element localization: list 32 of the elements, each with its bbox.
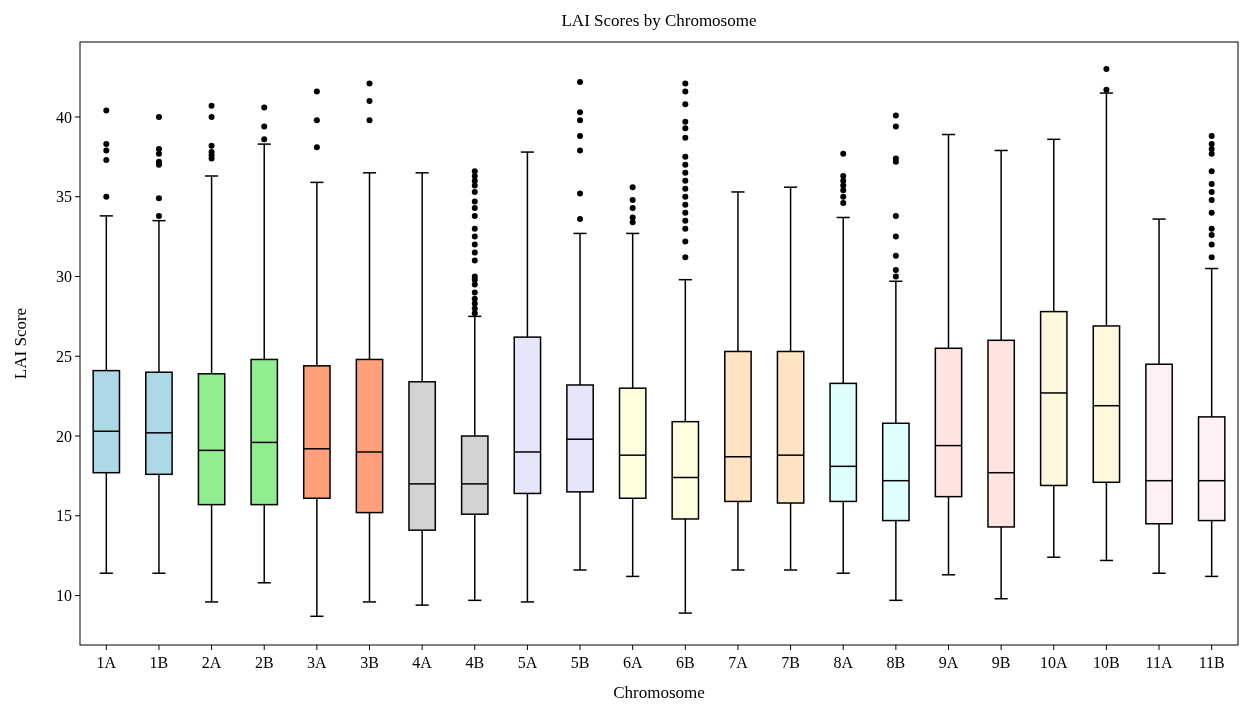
y-tick-label: 25	[56, 347, 72, 365]
x-tick-label: 2A	[201, 654, 222, 671]
x-tick-label: 4A	[412, 654, 433, 671]
y-tick-label: 10	[56, 587, 72, 605]
x-tick-label: 5B	[570, 654, 590, 671]
x-tick-label: 6A	[622, 654, 643, 671]
x-tick-label: 9B	[991, 654, 1011, 671]
y-tick-label: 40	[56, 108, 72, 126]
x-tick-label: 3A	[307, 654, 328, 671]
x-tick-label: 10A	[1039, 654, 1068, 671]
x-tick-label: 1A	[96, 654, 117, 671]
x-tick-label: 7A	[728, 654, 749, 671]
x-tick-label: 10B	[1093, 654, 1120, 671]
x-tick-label: 11A	[1145, 654, 1173, 671]
chart-title: LAI Scores by Chromosome	[561, 11, 757, 30]
y-tick-label: 35	[56, 188, 72, 206]
x-tick-label: 5A	[517, 654, 538, 671]
y-tick-label: 30	[56, 268, 72, 286]
x-tick-label: 7B	[781, 654, 800, 671]
x-tick-label: 2B	[254, 654, 274, 671]
x-tick-label: 3B	[360, 654, 379, 671]
x-tick-label: 1B	[149, 654, 169, 671]
x-tick-label: 11B	[1198, 654, 1225, 671]
x-tick-label: 9A	[938, 654, 959, 671]
x-tick-label: 6B	[675, 654, 695, 671]
y-tick-label: 20	[56, 427, 72, 445]
x-tick-label: 8A	[833, 654, 854, 671]
y-tick-label: 15	[56, 507, 72, 525]
x-axis-title: Chromosome	[613, 683, 705, 702]
x-tick-label: 8B	[886, 654, 906, 671]
y-axis-title: LAI Score	[11, 307, 30, 380]
x-tick-label: 4B	[465, 654, 485, 671]
